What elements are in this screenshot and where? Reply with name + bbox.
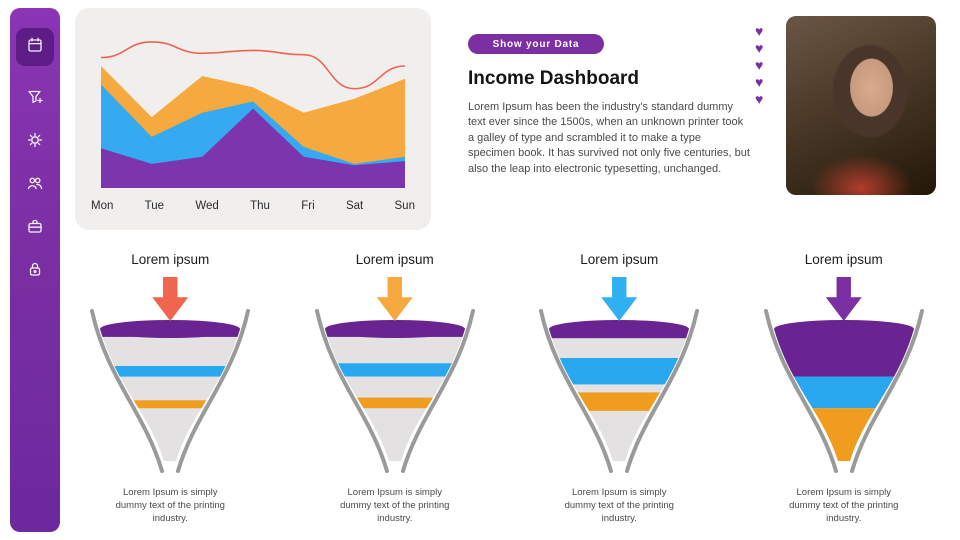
x-axis-label: Mon xyxy=(91,200,114,212)
chart-x-labels: Mon Tue Wed Thu Fri Sat Sun xyxy=(89,200,417,212)
sidebar-item-calendar[interactable] xyxy=(16,28,54,66)
x-axis-label: Wed xyxy=(195,200,219,212)
profile-photo xyxy=(786,16,936,195)
funnel-column: Lorem ipsum Lorem Ipsum is simply dummy … xyxy=(287,252,503,525)
x-axis-label: Sun xyxy=(394,200,415,212)
funnels-row: Lorem ipsum Lorem Ipsum is simply dummy … xyxy=(58,252,956,525)
sidebar-item-filter[interactable] xyxy=(23,87,47,111)
funnel-column: Lorem ipsum Lorem Ipsum is simply dummy … xyxy=(511,252,727,525)
users-icon xyxy=(26,174,44,197)
x-axis-label: Sat xyxy=(345,200,364,212)
heart-icon: ♥ xyxy=(755,40,764,56)
page-title: Income Dashboard xyxy=(468,68,640,89)
lock-icon xyxy=(26,260,44,283)
sidebar-item-settings[interactable] xyxy=(23,130,47,154)
heart-icon: ♥ xyxy=(755,74,764,90)
filter-plus-icon xyxy=(26,88,44,111)
sidebar-item-lock[interactable] xyxy=(23,259,47,283)
funnel-column: Lorem ipsum Lorem Ipsum is simply dummy … xyxy=(736,252,952,525)
funnel-caption: Lorem Ipsum is simply dummy text of the … xyxy=(789,487,899,524)
x-axis-label: Fri xyxy=(301,200,315,212)
calendar-icon xyxy=(26,36,44,59)
income-chart-card: Mon Tue Wed Thu Fri Sat Sun xyxy=(75,8,431,230)
funnel-title: Lorem ipsum xyxy=(804,252,883,267)
heart-icon: ♥ xyxy=(755,91,764,107)
funnel-graphic xyxy=(539,309,700,473)
stacked-area-chart xyxy=(100,41,406,188)
funnel-title: Lorem ipsum xyxy=(131,252,210,267)
funnel-caption: Lorem Ipsum is simply dummy text of the … xyxy=(340,487,450,524)
funnel-caption: Lorem Ipsum is simply dummy text of the … xyxy=(115,487,225,524)
sidebar-item-users[interactable] xyxy=(23,173,47,197)
funnel-column: Lorem ipsum Lorem Ipsum is simply dummy … xyxy=(62,252,278,525)
funnel-graphic xyxy=(314,309,475,473)
heart-icon: ♥ xyxy=(755,23,764,39)
funnel-caption: Lorem Ipsum is simply dummy text of the … xyxy=(564,487,674,524)
briefcase-icon xyxy=(26,217,44,240)
show-data-button[interactable]: Show your Data xyxy=(468,34,604,54)
page-description: Lorem Ipsum has been the industry's stan… xyxy=(468,101,750,175)
hearts-column: ♥ ♥ ♥ ♥ ♥ xyxy=(755,24,763,106)
x-axis-label: Tue xyxy=(144,200,165,212)
settings-icon xyxy=(26,131,44,154)
funnel-title: Lorem ipsum xyxy=(580,252,659,267)
funnel-graphic xyxy=(90,309,251,473)
x-axis-label: Thu xyxy=(250,200,270,212)
sidebar-item-briefcase[interactable] xyxy=(23,216,47,240)
funnel-graphic xyxy=(763,309,924,473)
funnel-title: Lorem ipsum xyxy=(355,252,434,267)
heart-icon: ♥ xyxy=(755,57,764,73)
sidebar xyxy=(10,8,60,532)
